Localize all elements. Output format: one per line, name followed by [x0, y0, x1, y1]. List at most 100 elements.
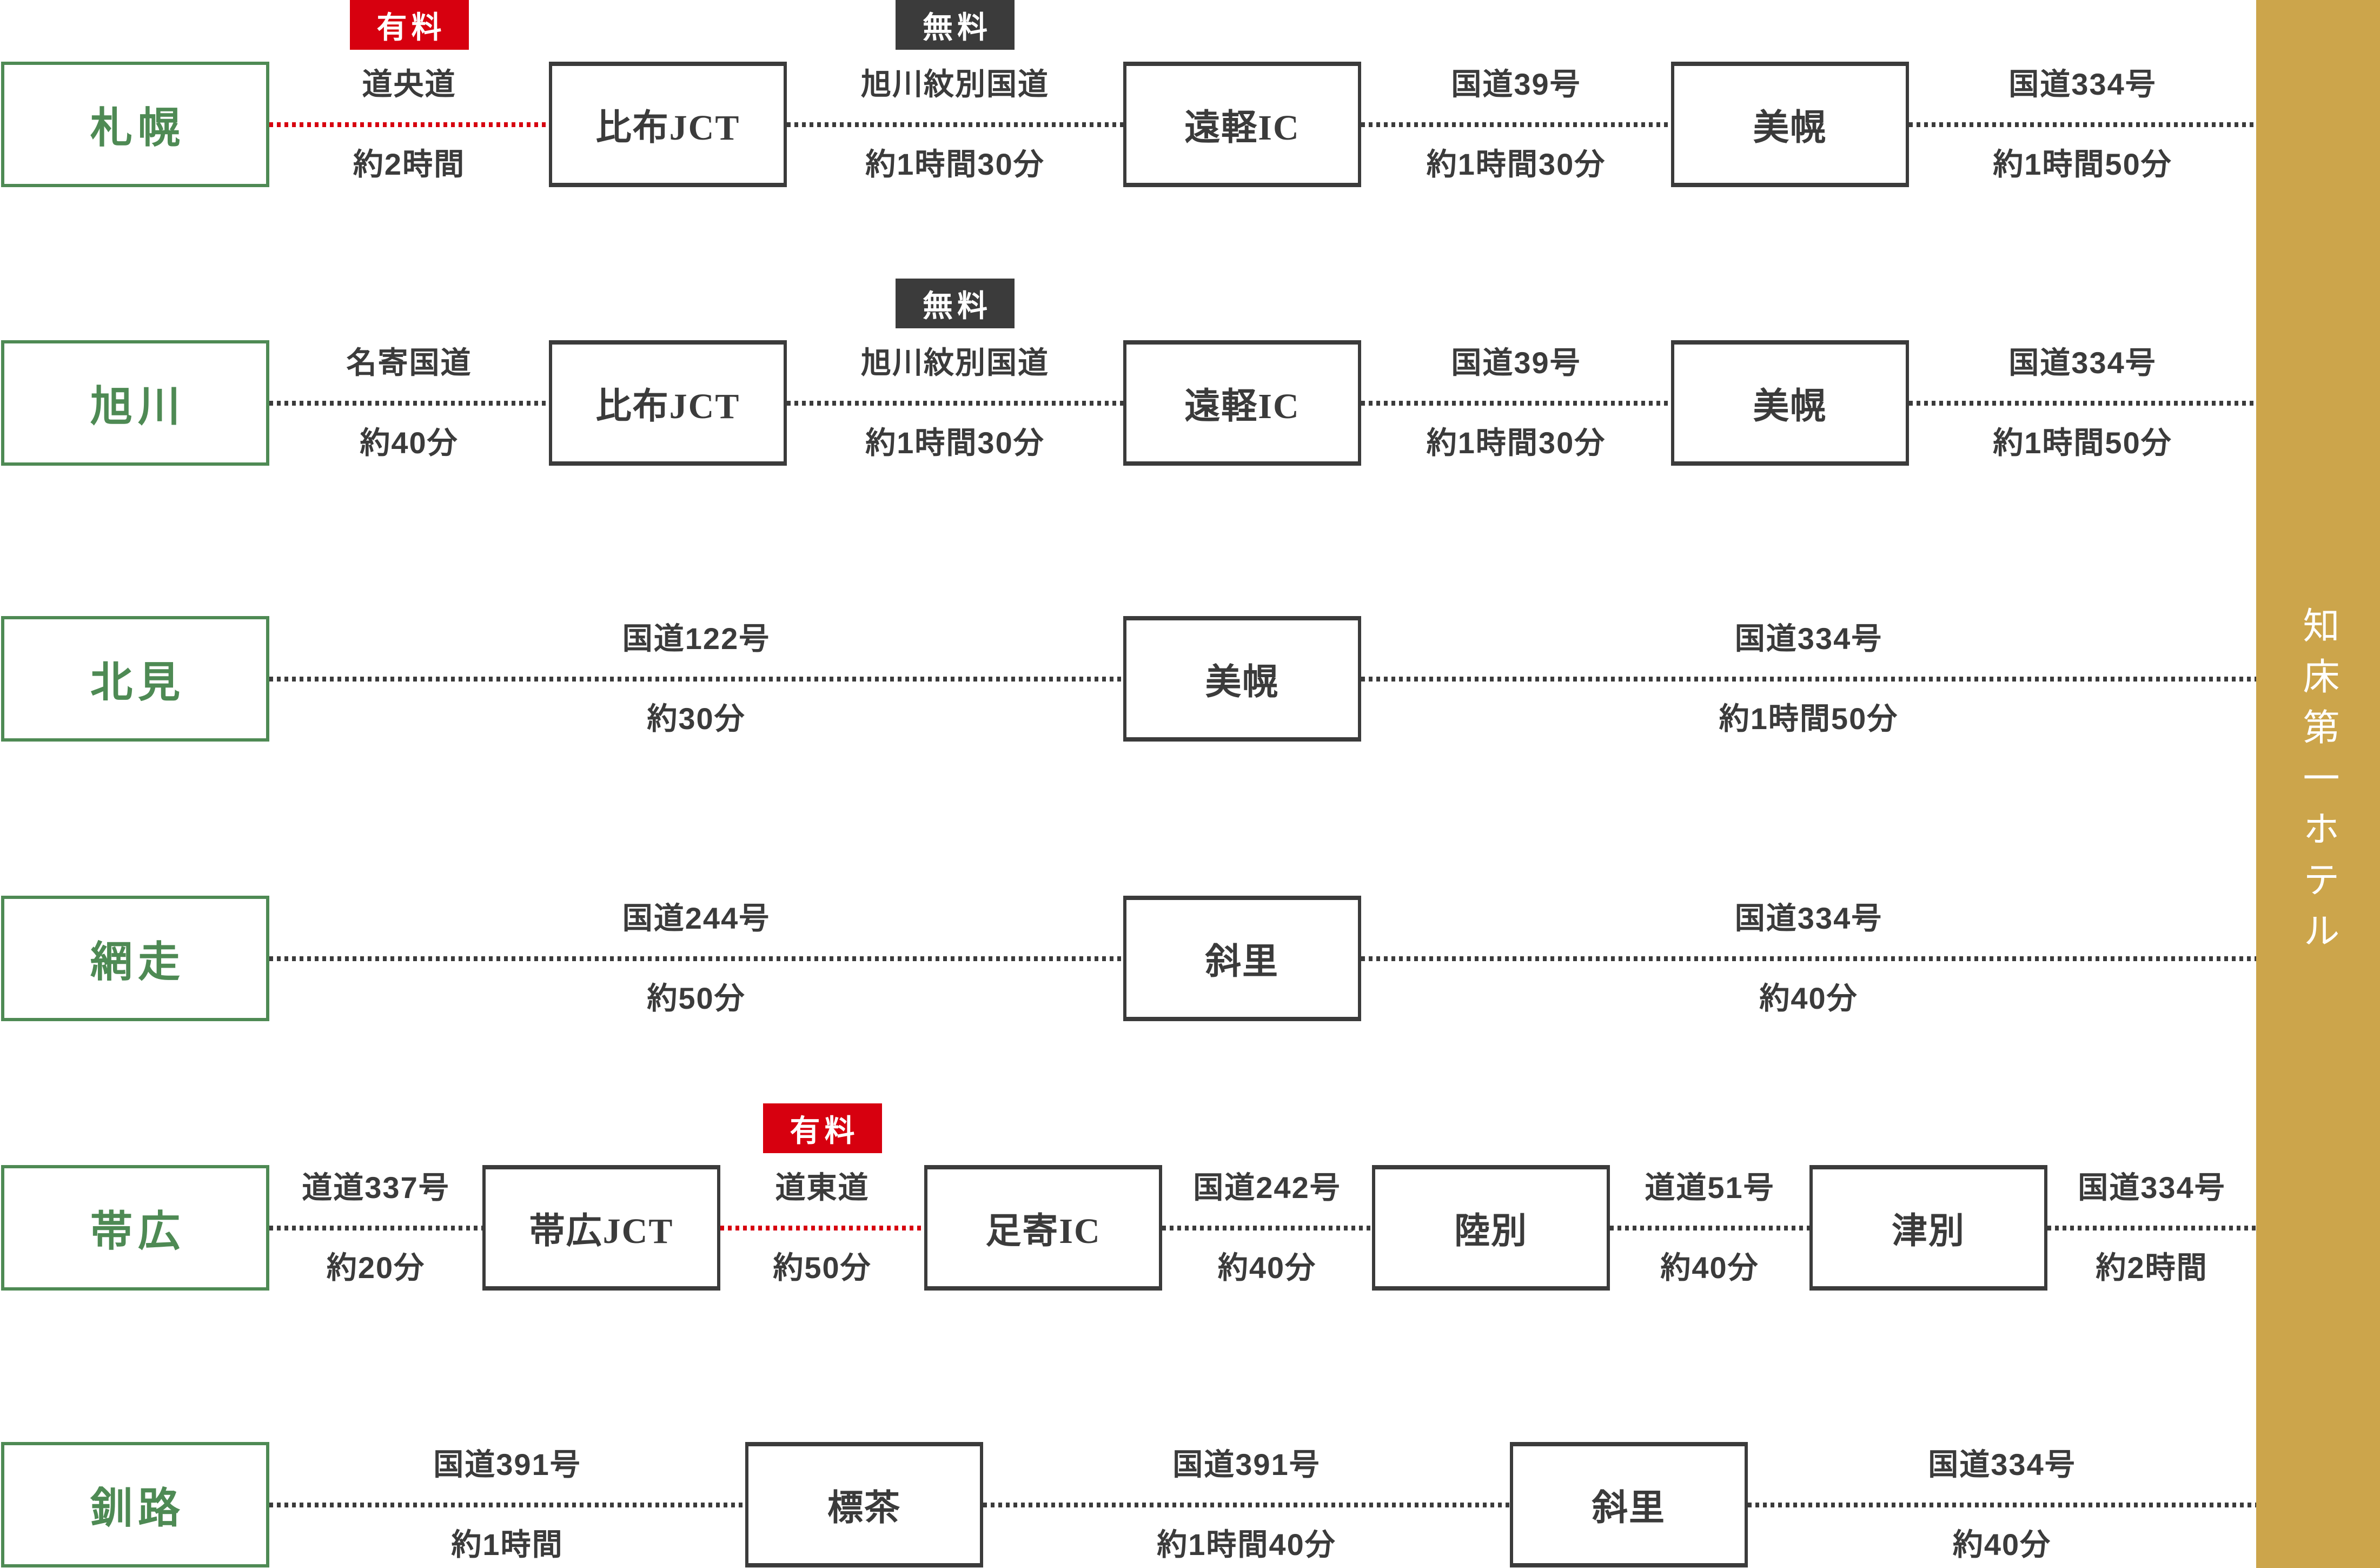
waypoint-name: 遠軽IC	[1184, 387, 1300, 426]
travel-time-label: 約20分	[326, 1251, 426, 1285]
waypoint-name: 比布JCT	[595, 387, 740, 426]
waypoint-box: 遠軽IC	[1123, 62, 1361, 187]
route-name-label: 名寄国道	[346, 346, 472, 380]
route-name-label: 国道391号	[1172, 1447, 1321, 1481]
waypoint-name: 比布JCT	[595, 108, 740, 148]
city-box-sapporo: 札幌	[1, 62, 269, 187]
city-name-obihiro: 帯広	[90, 1208, 185, 1255]
travel-time-label: 約1時間40分	[1157, 1527, 1336, 1562]
waypoint-name: 美幌	[1205, 663, 1279, 702]
route-name-label: 道道337号	[302, 1170, 450, 1205]
travel-time-label: 約1時間30分	[1426, 426, 1606, 460]
waypoint-name: 斜里	[1592, 1488, 1666, 1528]
waypoint-box: 比布JCT	[549, 62, 787, 187]
waypoint-name: 帯広JCT	[529, 1212, 674, 1251]
route-dotted-line	[1909, 401, 2256, 406]
route-dotted-line	[269, 401, 549, 406]
waypoint-box: 陸別	[1372, 1165, 1610, 1291]
travel-time-label: 約30分	[647, 702, 746, 736]
route-name-label: 国道39号	[1451, 67, 1581, 101]
city-name-kitami: 北見	[90, 659, 185, 706]
waypoint-name: 標茶	[827, 1488, 901, 1528]
waypoint-name: 遠軽IC	[1184, 108, 1300, 148]
route-name-label: 国道334号	[2078, 1170, 2226, 1205]
waypoint-name: 津別	[1892, 1212, 1965, 1251]
waypoint-box: 足寄IC	[924, 1165, 1162, 1291]
waypoint-name: 陸別	[1454, 1212, 1528, 1251]
city-box-asahikawa: 旭川	[1, 340, 269, 466]
route-dotted-line	[269, 1226, 482, 1230]
waypoint-box: 斜里	[1123, 896, 1361, 1021]
travel-time-label: 約1時間30分	[865, 426, 1045, 460]
route-name-label: 国道391号	[433, 1447, 581, 1481]
city-name-abashiri: 網走	[90, 938, 185, 985]
waypoint-box: 美幌	[1671, 62, 1909, 187]
route-name-label: 国道334号	[1928, 1447, 2076, 1481]
waypoint-box: 津別	[1809, 1165, 2047, 1291]
travel-time-label: 約2時間	[2096, 1251, 2208, 1285]
route-dotted-line	[1361, 401, 1671, 406]
hotel-destination-bar: 知床第一ホテル	[2256, 0, 2380, 1568]
travel-time-label: 約1時間50分	[1719, 702, 1899, 736]
city-box-abashiri: 網走	[1, 896, 269, 1021]
toll-badge-yuryo: 有料	[763, 1103, 882, 1153]
route-name-label: 旭川紋別国道	[861, 67, 1049, 101]
travel-time-label: 約40分	[1952, 1527, 2052, 1562]
travel-time-label: 約2時間	[353, 147, 466, 181]
travel-time-label: 約40分	[1759, 981, 1858, 1015]
route-dotted-line	[269, 122, 549, 127]
route-name-label: 国道242号	[1193, 1170, 1341, 1205]
travel-time-label: 約1時間50分	[1993, 147, 2172, 181]
route-name-label: 道央道	[362, 67, 456, 101]
route-name-label: 道東道	[775, 1170, 870, 1205]
route-dotted-line	[1361, 956, 2256, 961]
waypoint-box: 比布JCT	[549, 340, 787, 466]
waypoint-name: 斜里	[1205, 942, 1279, 982]
travel-time-label: 約40分	[1217, 1251, 1317, 1285]
route-dotted-line	[787, 122, 1123, 127]
travel-time-label: 約50分	[773, 1251, 872, 1285]
route-dotted-line	[2047, 1226, 2256, 1230]
hotel-name: 知床第一ホテル	[2297, 606, 2338, 962]
waypoint-box: 標茶	[745, 1442, 983, 1567]
waypoint-name: 美幌	[1753, 108, 1827, 148]
route-name-label: 国道334号	[1734, 621, 1883, 656]
city-name-sapporo: 札幌	[90, 104, 185, 151]
route-dotted-line	[1361, 122, 1671, 127]
waypoint-box: 帯広JCT	[482, 1165, 720, 1291]
waypoint-box: 美幌	[1123, 616, 1361, 742]
city-box-obihiro: 帯広	[1, 1165, 269, 1291]
waypoint-name: 美幌	[1753, 387, 1827, 426]
route-dotted-line	[1909, 122, 2256, 127]
route-dotted-line	[1748, 1503, 2256, 1507]
route-dotted-line	[269, 1503, 745, 1507]
toll-badge-muryo: 無料	[896, 279, 1015, 328]
route-name-label: 国道334号	[2008, 346, 2157, 380]
toll-badge-yuryo: 有料	[349, 0, 469, 50]
waypoint-box: 美幌	[1671, 340, 1909, 466]
route-name-label: 国道39号	[1451, 346, 1581, 380]
toll-badge-muryo: 無料	[896, 0, 1015, 50]
travel-time-label: 約50分	[647, 981, 746, 1015]
travel-time-label: 約1時間	[451, 1527, 563, 1562]
city-box-kitami: 北見	[1, 616, 269, 742]
route-dotted-line	[1361, 677, 2256, 682]
route-dotted-line	[1162, 1226, 1372, 1230]
travel-time-label: 約1時間30分	[865, 147, 1045, 181]
route-dotted-line	[787, 401, 1123, 406]
route-name-label: 国道244号	[622, 901, 771, 935]
travel-time-label: 約40分	[360, 426, 459, 460]
waypoint-box: 斜里	[1510, 1442, 1748, 1567]
route-dotted-line	[983, 1503, 1510, 1507]
route-name-label: 国道334号	[1734, 901, 1883, 935]
route-dotted-line	[1610, 1226, 1809, 1230]
route-name-label: 道道51号	[1645, 1170, 1775, 1205]
route-name-label: 国道334号	[2008, 67, 2157, 101]
travel-time-label: 約1時間50分	[1993, 426, 2172, 460]
route-dotted-line	[269, 956, 1123, 961]
waypoint-box: 遠軽IC	[1123, 340, 1361, 466]
waypoint-name: 足寄IC	[985, 1212, 1101, 1251]
route-dotted-line	[720, 1226, 924, 1230]
city-box-kushiro: 釧路	[1, 1442, 269, 1567]
